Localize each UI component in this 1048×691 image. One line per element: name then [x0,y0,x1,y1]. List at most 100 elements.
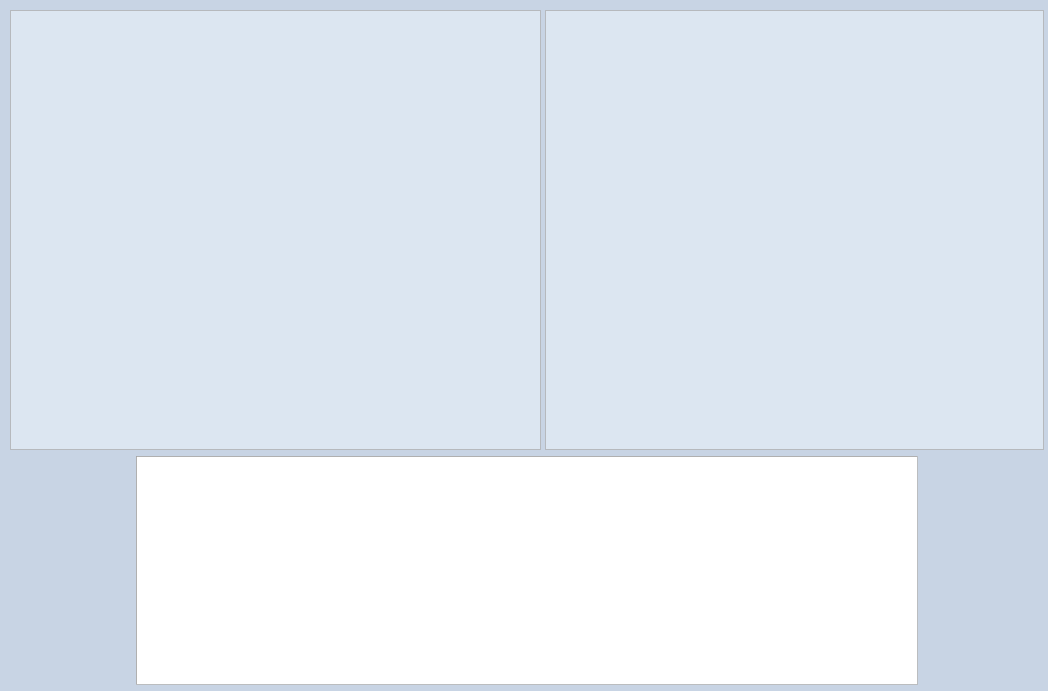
Text: 100 ppb: 100 ppb [730,175,768,184]
FancyBboxPatch shape [786,115,851,169]
FancyBboxPatch shape [717,115,782,169]
Text: 400 ppb: 400 ppb [254,218,291,227]
Bar [136,591,917,614]
Text: 100 ppb: 100 ppb [730,328,768,337]
Text: 400 ppb: 400 ppb [939,249,977,258]
FancyBboxPatch shape [717,344,782,397]
FancyBboxPatch shape [156,344,198,405]
Text: Demeclocycline: Demeclocycline [555,135,663,149]
FancyBboxPatch shape [856,344,921,397]
Text: 100: 100 [814,528,832,537]
Text: 400 ppb: 400 ppb [939,175,977,184]
FancyBboxPatch shape [717,190,782,243]
FancyBboxPatch shape [856,115,921,169]
Bar [156,131,217,197]
Text: 200 ppb: 200 ppb [939,26,977,35]
Bar [136,544,917,567]
FancyBboxPatch shape [156,32,198,94]
FancyBboxPatch shape [786,41,851,94]
Text: 100: 100 [658,668,676,677]
FancyBboxPatch shape [203,133,246,195]
Text: 200 ppb: 200 ppb [835,100,872,109]
FancyBboxPatch shape [786,344,851,397]
Text: Oxytetracycline: Oxytetracycline [260,551,332,560]
FancyBboxPatch shape [203,32,246,94]
Bar [136,520,917,544]
Text: Doxycycline: Doxycycline [269,574,324,583]
Text: 200 ppb: 200 ppb [835,249,872,258]
FancyBboxPatch shape [203,234,246,296]
Text: 50 ppb: 50 ppb [734,26,765,35]
Text: EU
2009.12.ppb: EU 2009.12.ppb [515,467,577,486]
Text: 200 ppb: 200 ppb [835,328,872,337]
FancyBboxPatch shape [786,190,851,243]
FancyBboxPatch shape [252,133,293,195]
Text: Demeclocycline: Demeclocycline [260,598,332,607]
Text: 200 ppb: 200 ppb [206,328,243,337]
Text: Oxytetracycline: Oxytetracycline [21,377,131,390]
FancyBboxPatch shape [856,41,921,94]
Text: Doxycycline: Doxycycline [555,61,638,74]
Text: 100: 100 [658,504,676,513]
Text: /300: /300 [411,621,432,630]
Text: Negative: Negative [21,57,84,70]
Text: Chlortetracycline: Chlortetracycline [21,267,141,280]
Text: Metacycline: Metacycline [269,621,324,630]
Text: 400 ppb: 400 ppb [939,328,977,337]
FancyBboxPatch shape [786,265,851,318]
Text: 400 ppb: 400 ppb [254,328,291,337]
FancyBboxPatch shape [156,133,198,195]
Text: Rolitetracycline: Rolitetracycline [555,363,664,377]
Text: 100 ppb: 100 ppb [730,100,768,109]
Text: Chlortetracycline: Chlortetracycline [258,528,335,537]
FancyBboxPatch shape [203,344,246,405]
Bar [136,614,917,637]
Text: 100: 100 [538,528,554,537]
Text: Tetracyclines: Tetracyclines [157,633,217,642]
Bar [156,341,217,408]
Bar [718,188,790,244]
Text: /300: /300 [411,528,432,537]
Text: US(Safe level/
Tolerance)
2010.09.ppb: US(Safe level/ Tolerance) 2010.09.ppb [386,462,457,491]
Text: 계열: 계열 [181,472,193,481]
Bar [718,113,790,170]
Text: Minocycline: Minocycline [555,285,637,298]
Bar [136,637,917,661]
FancyBboxPatch shape [252,234,293,296]
Bar [778,341,850,398]
Text: Codex(MRL)
2009.07.ppb: Codex(MRL) 2009.07.ppb [635,467,699,486]
Bar [203,232,264,298]
Text: Minocycline: Minocycline [269,645,323,654]
Text: 문검출: 문검출 [538,574,554,583]
Text: 100: 100 [658,551,676,560]
FancyBboxPatch shape [156,234,198,296]
Bar [778,39,850,95]
Bar [136,497,917,520]
Text: 항생제: 항생제 [288,472,304,481]
Text: Tetracyclines: Tetracyclines [267,504,326,513]
Text: Rolitetracycline: Rolitetracycline [261,668,331,677]
Text: 200 ppb: 200 ppb [206,117,243,126]
Bar [136,567,917,591]
Text: 400 ppb: 400 ppb [939,100,977,109]
FancyBboxPatch shape [252,344,293,405]
Bar [136,661,917,684]
Text: 400 ppb: 400 ppb [254,117,291,126]
Text: 100: 100 [538,504,554,513]
FancyBboxPatch shape [717,265,782,318]
Text: 2011
한국(MRL)
ppb: 2011 한국(MRL) ppb [803,462,844,491]
Text: 200 ppb: 200 ppb [835,175,872,184]
Text: Tetracycline: Tetracycline [21,167,106,179]
Text: 100 ppb: 100 ppb [730,249,768,258]
Text: 문검출: 문검출 [815,574,831,583]
Text: 100: 100 [658,528,676,537]
Bar [778,263,850,319]
FancyBboxPatch shape [856,190,921,243]
FancyBboxPatch shape [717,41,782,94]
Text: Metacycline: Metacycline [555,210,638,223]
Text: 100 ppb: 100 ppb [158,117,196,126]
Bar [136,456,917,497]
Text: 100 ppb: 100 ppb [158,328,196,337]
Text: 100 ppb: 100 ppb [158,218,196,227]
FancyBboxPatch shape [856,265,921,318]
